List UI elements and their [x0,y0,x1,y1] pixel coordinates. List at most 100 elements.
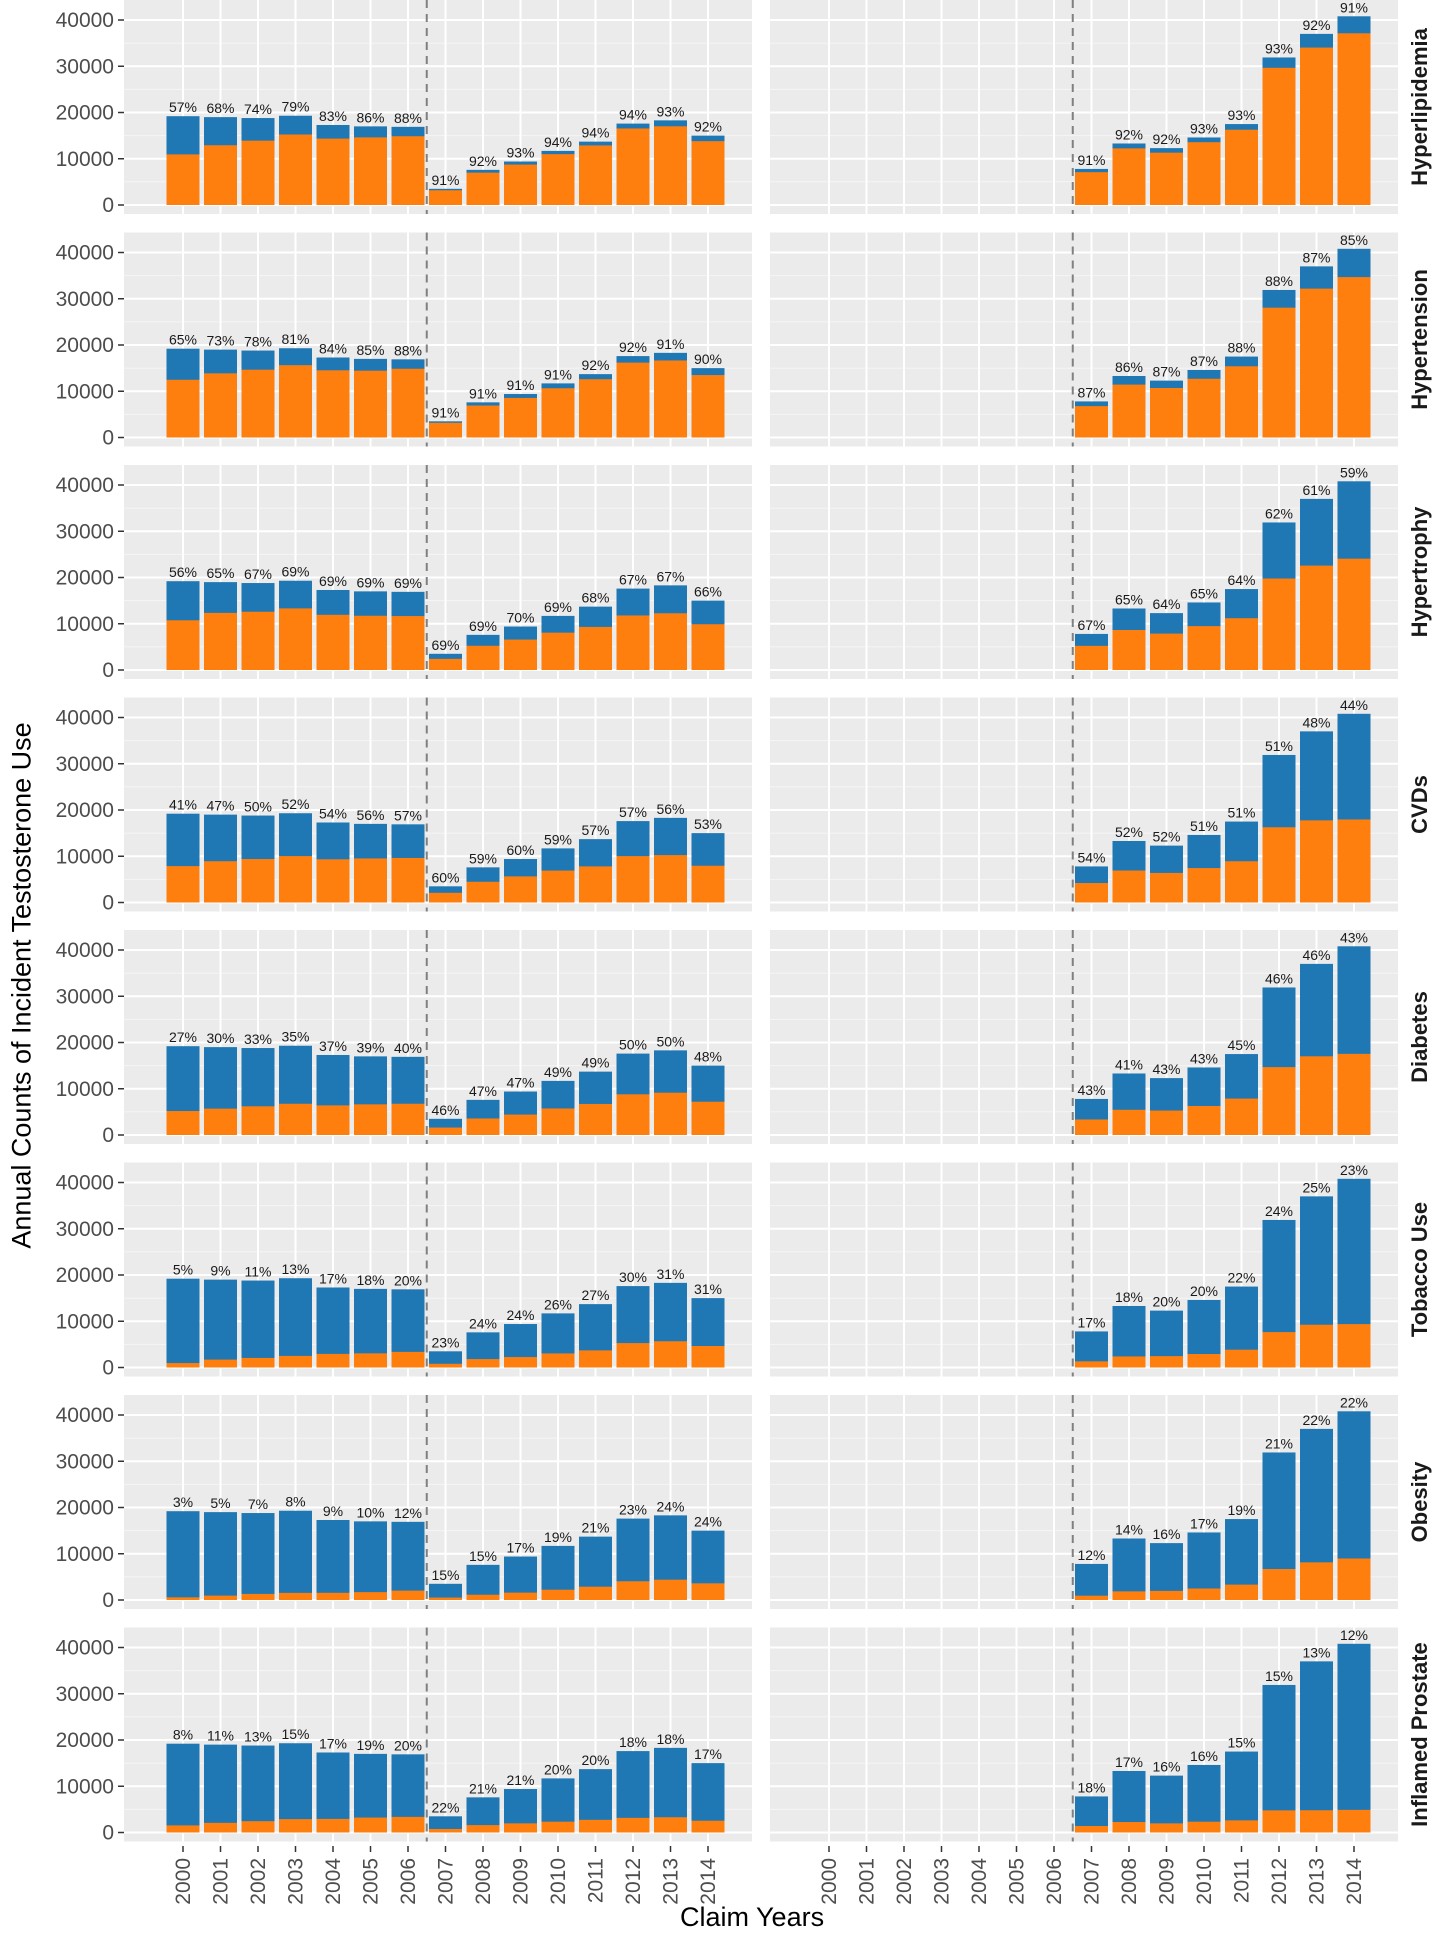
bar-with-condition [1225,366,1258,438]
bar-with-condition [1337,1324,1371,1368]
bar-with-condition [1075,1826,1108,1833]
bar-percent-label: 19% [356,1737,384,1753]
bar-with-condition [579,379,612,438]
bar-with-condition [391,1351,425,1368]
y-tick-label: 20000 [56,799,114,822]
bar-percent-label: 56% [656,801,684,817]
bar-percent-label: 67% [1077,617,1105,633]
bar-with-condition [1187,1588,1221,1600]
bar-percent-label: 43% [1190,1050,1218,1066]
bar-percent-label: 24% [656,1498,684,1514]
y-tick-label: 10000 [56,380,114,403]
bar-percent-label: 30% [619,1269,647,1285]
bar-percent-label: 92% [1302,17,1330,33]
bar-percent-label: 24% [506,1307,534,1323]
y-tick-label: 30000 [56,520,114,543]
y-tick-label: 40000 [56,242,114,265]
bar-percent-label: 17% [1077,1314,1105,1330]
bar-percent-label: 85% [356,342,384,358]
bar-percent-label: 20% [581,1752,609,1768]
y-tick-label: 40000 [56,939,114,962]
bar-without-condition [279,1743,312,1833]
bar-percent-label: 68% [206,100,234,116]
bar-percent-label: 57% [619,804,647,820]
bar-percent-label: 59% [544,831,572,847]
y-tick-label: 20000 [56,102,114,125]
bar-with-condition [204,145,237,205]
bar-with-condition [354,1353,387,1368]
bar-without-condition [316,1519,350,1600]
bar-percent-label: 50% [656,1033,684,1049]
y-tick-label: 10000 [56,148,114,171]
bar-with-condition [1150,872,1183,903]
y-tick-label: 40000 [56,1172,114,1195]
bar-with-condition [616,856,650,903]
bar-with-condition [354,137,387,205]
bar-without-condition [241,1513,275,1600]
bar-with-condition [616,362,650,438]
bar-percent-label: 19% [544,1529,572,1545]
facet-strip-label: Hyperlipidemia [1407,27,1432,185]
bar-percent-label: 9% [210,1263,230,1279]
bar-percent-label: 15% [431,1567,459,1583]
bar-with-condition [691,1583,725,1600]
bar-with-condition [616,128,650,205]
bar-without-condition [391,1521,425,1600]
bar-without-condition [1112,1538,1146,1600]
bar-with-condition [316,1105,350,1135]
bar-with-condition [541,1821,575,1833]
bar-percent-label: 68% [581,590,609,606]
bar-with-condition [691,1820,725,1833]
bar-percent-label: 92% [581,357,609,373]
bar-percent-label: 30% [206,1030,234,1046]
bar-percent-label: 31% [694,1281,722,1297]
bar-without-condition [1300,1661,1333,1833]
bar-percent-label: 61% [1302,482,1330,498]
bar-with-condition [204,1822,237,1833]
bar-percent-label: 40% [394,1040,422,1056]
x-tick-label: 2000 [172,1858,195,1905]
bar-with-condition [1337,1809,1371,1833]
bar-percent-label: 23% [431,1334,459,1350]
x-tick-label: 2003 [931,1858,954,1905]
bar-without-condition [279,1278,312,1368]
bar-with-condition [429,1597,462,1600]
bar-with-condition [1262,1332,1296,1368]
bar-percent-label: 69% [281,564,309,580]
bar-percent-label: 93% [506,145,534,161]
bar-with-condition [166,620,200,670]
bar-with-condition [691,865,725,903]
bar-percent-label: 74% [244,101,272,117]
bar-percent-label: 94% [581,125,609,141]
bar-with-condition [1150,633,1183,670]
bar-with-condition [466,405,500,438]
bar-with-condition [504,1357,537,1368]
x-tick-label: 2011 [585,1858,608,1903]
x-tick-label: 2014 [1343,1858,1366,1905]
bar-with-condition [166,866,200,903]
bar-percent-label: 15% [469,1548,497,1564]
bar-percent-label: 91% [431,172,459,188]
bar-without-condition [1337,1643,1371,1833]
y-tick-label: 40000 [56,1637,114,1660]
bar-percent-label: 16% [1152,1759,1180,1775]
bar-percent-label: 15% [1227,1735,1255,1751]
bar-percent-label: 13% [1302,1644,1330,1660]
y-tick-label: 40000 [56,1404,114,1427]
bar-with-condition [241,1593,275,1600]
bar-percent-label: 18% [656,1731,684,1747]
bar-percent-label: 57% [169,99,197,115]
bar-with-condition [504,164,537,205]
bar-with-condition [391,857,425,903]
x-axis-title: Claim Years [680,1902,825,1932]
bar-percent-label: 47% [206,798,234,814]
bar-with-condition [1300,1810,1333,1833]
bar-percent-label: 46% [1302,947,1330,963]
bar-percent-label: 91% [469,385,497,401]
bar-percent-label: 37% [319,1038,347,1054]
bar-with-condition [1262,1569,1296,1600]
bar-with-condition [616,1817,650,1833]
x-tick-label: 2008 [472,1858,495,1905]
bar-percent-label: 24% [1265,1203,1293,1219]
bar-with-condition [1262,307,1296,438]
